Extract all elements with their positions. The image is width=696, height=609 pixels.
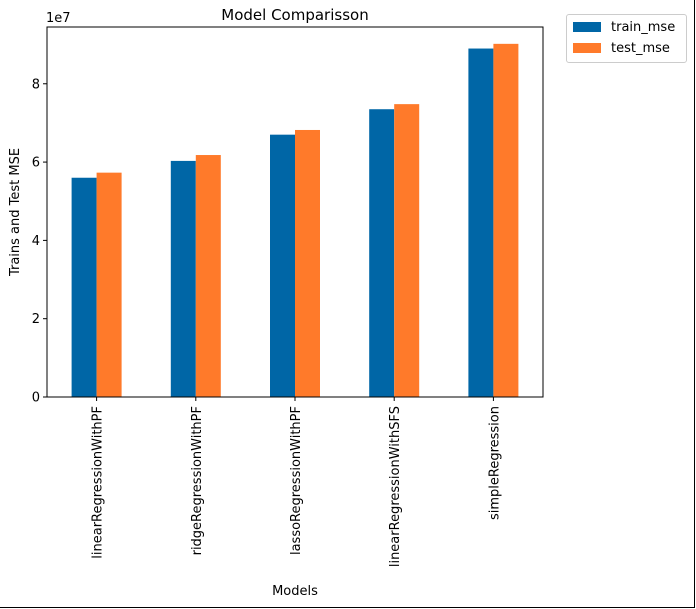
legend-label-test: test_mse <box>611 40 670 56</box>
chart-title: Model Comparisson <box>221 6 368 24</box>
plot-area: 0 2 4 6 8 linearRegressionWithPF ridgeRegressi… <box>32 26 544 567</box>
bar-train_mse-2 <box>270 134 295 398</box>
legend-item-train: train_mse <box>573 19 675 35</box>
y-tick-label-2: 2 <box>32 312 40 327</box>
x-tick-label-4: simpleRegression <box>487 406 502 520</box>
y-tick-label-0: 0 <box>32 391 40 406</box>
y-tick-label-6: 6 <box>32 156 40 171</box>
legend-label-train: train_mse <box>611 19 676 35</box>
legend-swatch-test <box>573 43 601 53</box>
y-scale-label: 1e7 <box>46 11 71 26</box>
x-tick-label-0: linearRegressionWithPF <box>91 406 106 559</box>
bar-train_mse-4 <box>468 48 494 397</box>
bar-test_mse-0 <box>96 172 122 397</box>
legend: train_mse test_mse <box>566 14 687 63</box>
y-axis-label: Trains and Test MSE <box>8 148 23 277</box>
y-tick-label-4: 4 <box>32 234 40 249</box>
bar-test_mse-2 <box>295 129 320 397</box>
bar-test_mse-3 <box>394 104 420 398</box>
bar-train_mse-1 <box>170 160 196 397</box>
bar-test_mse-4 <box>493 43 519 398</box>
x-tick-label-2: lassoRegressionWithPF <box>289 406 304 555</box>
y-tick-label-8: 8 <box>32 77 40 92</box>
bar-train_mse-0 <box>71 177 97 397</box>
x-tick-label-3: linearRegressionWithSFS <box>388 406 403 567</box>
legend-item-test: test_mse <box>573 40 670 56</box>
bar-test_mse-1 <box>195 155 221 397</box>
legend-swatch-train <box>573 22 601 32</box>
bar-train_mse-3 <box>369 109 395 397</box>
x-axis-label: Models <box>272 584 318 599</box>
x-tick-label-1: ridgeRegressionWithPF <box>190 406 205 555</box>
